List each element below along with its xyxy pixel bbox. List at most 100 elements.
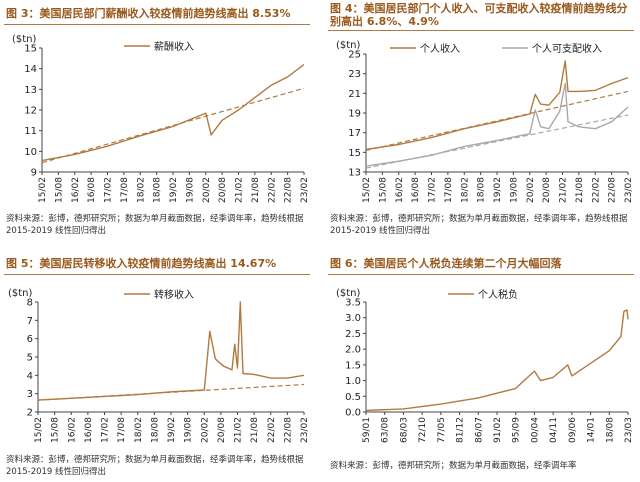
x-tick-label: 22/08	[284, 177, 294, 203]
x-tick-label: 19/02	[167, 417, 177, 443]
trend-line	[365, 90, 629, 151]
x-tick-label: 17/08	[120, 177, 130, 203]
title-rule	[328, 274, 634, 275]
x-tick-label: 81/12	[456, 417, 466, 443]
x-tick-label: 17/08	[444, 177, 454, 203]
title-rule	[4, 274, 310, 275]
x-tick-label: 22/02	[591, 177, 601, 203]
x-tick-label: 18/08	[605, 417, 615, 443]
trend-line	[37, 383, 305, 401]
x-tick-label: 21/08	[575, 177, 585, 203]
x-tick-label: 15/08	[54, 177, 64, 203]
x-tick-label: 15/08	[378, 177, 388, 203]
chart-title: 图 4：美国居民部门个人收入、可支配收入较疫情前趋势线分别高出 6.8%、4.9…	[330, 2, 628, 28]
y-tick-label: 2.5	[345, 329, 361, 340]
x-tick-label: 15/08	[51, 417, 61, 443]
legend-label: 薪酬收入	[154, 40, 194, 53]
x-tick-label: 09/06	[568, 417, 578, 443]
y-tick-label: 19	[348, 109, 361, 120]
source-note: 资料来源：彭博，德邦研究所；数据为单月截面数据，经季调年率，趋势线根据 2015…	[330, 214, 628, 236]
x-tick-label: 20/08	[218, 177, 228, 203]
x-tick-label: 20/02	[526, 177, 536, 203]
x-tick-label: 15/02	[34, 417, 44, 443]
y-tick-label: 3.0	[345, 313, 361, 324]
x-tick-label: 18/02	[136, 177, 146, 203]
x-tick-label: 20/08	[542, 177, 552, 203]
y-tick-label: 17	[348, 128, 361, 139]
y-tick-label: 15	[348, 148, 361, 159]
y-axis-unit-label: ($tn)	[12, 34, 37, 45]
legend-label: 个人收入	[420, 42, 460, 55]
source-note: 资料来源：彭博，德邦研究所；数据为单月截面数据，经季调年率，趋势线根据 2015…	[6, 214, 304, 236]
y-tick-label: 4	[27, 371, 33, 382]
source-note: 资料来源：彭博，德邦研究所；数据为单月截面数据，经季调年率	[330, 461, 577, 471]
title-rule	[328, 30, 634, 31]
x-tick-label: 19/02	[493, 177, 503, 203]
chart-3-svg: 2 3 4 5 6 7 8($tn) 15/02 15/08 16/02 16/08 17/02 17/…	[8, 288, 310, 443]
title-rule	[4, 24, 310, 25]
y-tick-label: 15	[24, 44, 37, 55]
x-tick-label: 17/02	[104, 177, 114, 203]
y-tick-label: 8	[27, 298, 33, 309]
chart-title: 图 6：美国居民个人税负连续第二个月大幅回落	[330, 257, 562, 270]
y-tick-label: 0.5	[345, 392, 361, 403]
y-tick-label: 2.0	[345, 345, 361, 356]
x-tick-label: 17/08	[117, 417, 127, 443]
x-tick-label: 20/08	[217, 417, 227, 443]
y-tick-label: 6	[27, 334, 33, 345]
y-tick-label: 1.5	[345, 360, 361, 371]
legend-label: 转移收入	[154, 288, 194, 301]
y-tick-label: 2	[27, 408, 33, 419]
y-tick-label: 1.0	[345, 376, 361, 387]
y-tick-label: 7	[27, 316, 33, 327]
y-tick-label: 10	[24, 147, 37, 158]
x-tick-label: 18/02	[134, 417, 144, 443]
y-tick-label: 13	[24, 85, 37, 96]
x-tick-label: 22/08	[608, 177, 618, 203]
series-line	[37, 301, 305, 401]
x-tick-label: 21/02	[235, 177, 245, 203]
chart-2-svg: 13 15 17 19 21 23 25($tn) 15/02 15/08 16/02 16/08 1…	[336, 40, 634, 203]
legend-label: 个人可支配收入	[532, 42, 602, 55]
x-tick-label: 21/08	[250, 417, 260, 443]
chart-title: 图 5：美国居民转移收入较疫情前趋势线高出 14.67%	[6, 257, 277, 270]
x-tick-label: 16/08	[84, 417, 94, 443]
x-tick-label: 16/08	[87, 177, 97, 203]
x-tick-label: 16/08	[411, 177, 421, 203]
x-tick-label: 23/02	[300, 417, 310, 443]
x-tick-label: 15/02	[38, 177, 48, 203]
x-tick-label: 63/08	[381, 417, 391, 443]
x-tick-label: 21/02	[559, 177, 569, 203]
x-tick-label: 68/03	[399, 417, 409, 443]
y-tick-label: 13	[348, 168, 361, 179]
x-tick-label: 21/02	[234, 417, 244, 443]
trend-line	[41, 87, 305, 164]
x-tick-label: 20/02	[202, 177, 212, 203]
x-tick-label: 19/02	[169, 177, 179, 203]
x-tick-label: 20/02	[200, 417, 210, 443]
x-tick-label: 18/08	[153, 177, 163, 203]
y-tick-label: 25	[348, 50, 361, 61]
x-tick-label: 16/02	[67, 417, 77, 443]
x-tick-label: 23/02	[300, 177, 310, 203]
x-tick-label: 22/02	[267, 417, 277, 443]
trend-line	[365, 114, 629, 169]
y-tick-label: 12	[24, 106, 37, 117]
x-tick-label: 22/02	[267, 177, 277, 203]
chart-4-svg: 0.0 0.5 1.0 1.5 2.0 2.5 3.0 3.5($tn) 59/01 63/08 6…	[336, 288, 634, 443]
x-tick-label: 19/08	[185, 177, 195, 203]
x-tick-label: 77/05	[437, 417, 447, 443]
x-tick-label: 95/09	[512, 417, 522, 443]
y-tick-label: 14	[24, 64, 37, 75]
x-tick-label: 18/08	[477, 177, 487, 203]
series-line	[365, 82, 629, 167]
x-tick-label: 16/02	[395, 177, 405, 203]
x-tick-label: 19/08	[184, 417, 194, 443]
chart-1-svg: 9 10 11 12 13 14 15($tn) 15/02 15/08 16/02 16/08 17…	[12, 34, 310, 203]
y-tick-label: 9	[31, 168, 37, 179]
chart-title: 图 3：美国居民部门薪酬收入较疫情前趋势线高出 8.53%	[6, 7, 291, 20]
series-line	[41, 63, 305, 162]
source-note: 资料来源：彭博，德邦研究所；数据为单月截面数据，经季调年率，趋势线根据 2015…	[6, 455, 304, 477]
x-tick-label: 17/02	[428, 177, 438, 203]
series-line	[365, 60, 629, 151]
